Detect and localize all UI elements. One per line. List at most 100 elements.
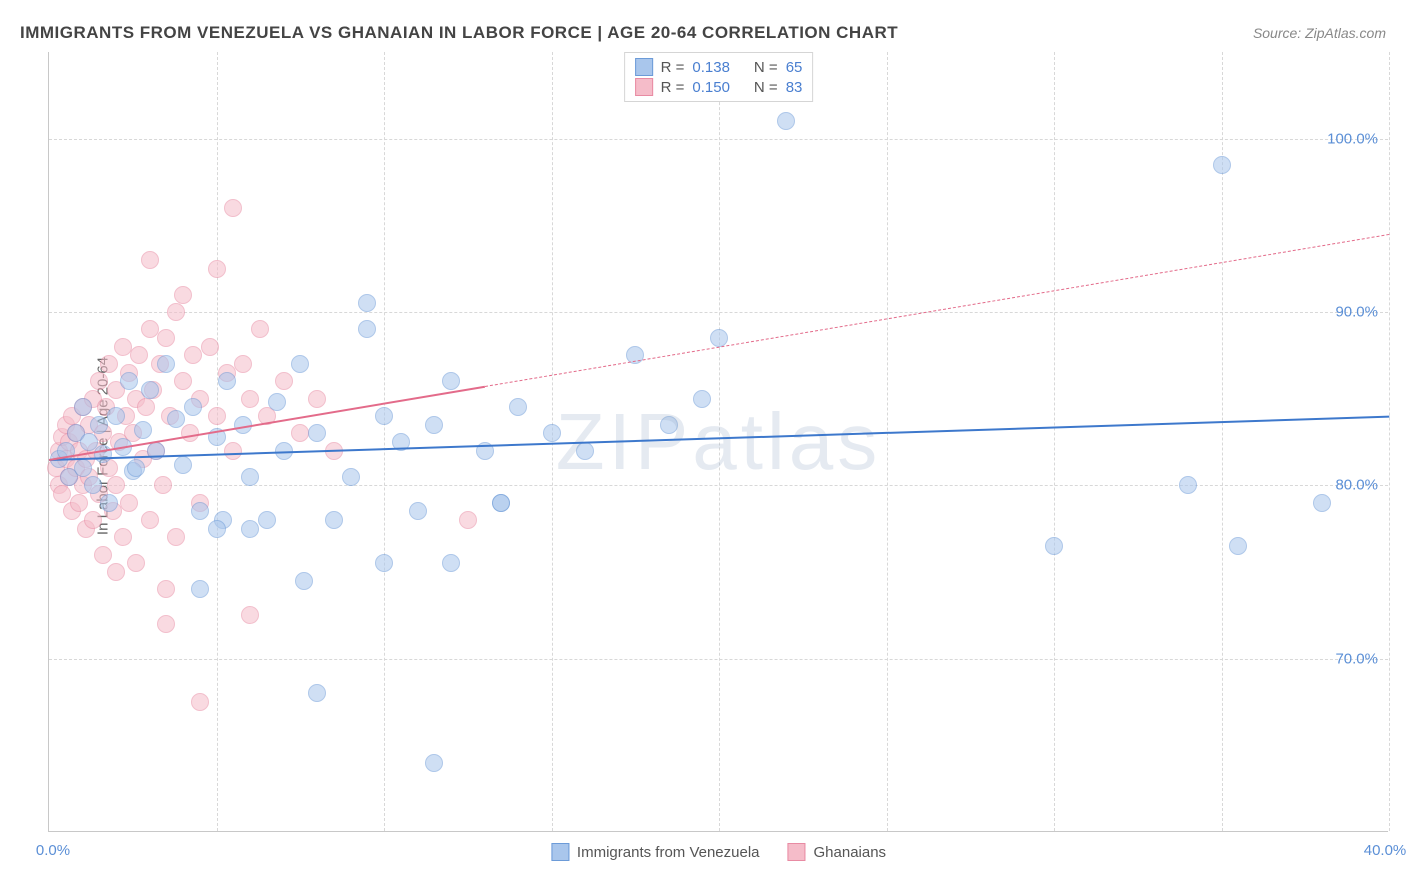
legend-swatch [635, 58, 653, 76]
legend-swatch [551, 843, 569, 861]
scatter-point-venezuela [291, 355, 309, 373]
scatter-point-ghanaian [241, 390, 259, 408]
scatter-point-ghanaian [107, 476, 125, 494]
scatter-point-venezuela [308, 424, 326, 442]
scatter-point-ghanaian [130, 346, 148, 364]
scatter-point-venezuela [268, 393, 286, 411]
scatter-point-venezuela [157, 355, 175, 373]
legend-r-label: R = [661, 79, 685, 96]
legend-swatch [788, 843, 806, 861]
scatter-point-venezuela [258, 511, 276, 529]
scatter-point-venezuela [167, 410, 185, 428]
scatter-point-ghanaian [70, 494, 88, 512]
scatter-point-venezuela [710, 329, 728, 347]
legend-series: Immigrants from Venezuela Ghanaians [551, 843, 886, 861]
scatter-point-ghanaian [241, 606, 259, 624]
scatter-point-ghanaian [157, 615, 175, 633]
scatter-point-ghanaian [251, 320, 269, 338]
scatter-point-ghanaian [84, 511, 102, 529]
gridline-v [1389, 52, 1390, 831]
scatter-point-ghanaian [120, 494, 138, 512]
scatter-point-venezuela [208, 520, 226, 538]
scatter-point-venezuela [425, 416, 443, 434]
ytick-label: 80.0% [1335, 477, 1378, 494]
scatter-point-venezuela [74, 398, 92, 416]
scatter-point-ghanaian [53, 485, 71, 503]
scatter-point-venezuela [325, 511, 343, 529]
xtick-label: 40.0% [1364, 842, 1406, 859]
scatter-point-venezuela [693, 390, 711, 408]
scatter-point-ghanaian [167, 303, 185, 321]
legend-n-label: N = [754, 59, 778, 76]
scatter-point-venezuela [1229, 537, 1247, 555]
scatter-point-ghanaian [308, 390, 326, 408]
scatter-point-venezuela [74, 459, 92, 477]
legend-swatch [635, 78, 653, 96]
scatter-point-venezuela [1045, 537, 1063, 555]
scatter-point-venezuela [375, 407, 393, 425]
scatter-point-venezuela [777, 112, 795, 130]
legend-r-label: R = [661, 59, 685, 76]
legend-r-value: 0.150 [692, 79, 730, 96]
scatter-point-ghanaian [167, 528, 185, 546]
scatter-point-ghanaian [137, 398, 155, 416]
scatter-point-ghanaian [174, 286, 192, 304]
scatter-point-venezuela [1213, 156, 1231, 174]
scatter-point-venezuela [308, 684, 326, 702]
scatter-point-venezuela [1313, 494, 1331, 512]
scatter-point-venezuela [141, 381, 159, 399]
scatter-point-ghanaian [459, 511, 477, 529]
scatter-point-ghanaian [174, 372, 192, 390]
legend-row-venezuela: R =0.138N =65 [635, 57, 803, 77]
scatter-point-ghanaian [224, 199, 242, 217]
scatter-point-venezuela [375, 554, 393, 572]
scatter-point-ghanaian [90, 372, 108, 390]
scatter-point-ghanaian [107, 563, 125, 581]
scatter-point-venezuela [442, 372, 460, 390]
scatter-point-venezuela [492, 494, 510, 512]
legend-n-value: 65 [786, 59, 803, 76]
scatter-point-venezuela [191, 502, 209, 520]
scatter-point-ghanaian [208, 407, 226, 425]
gridline-v [384, 52, 385, 831]
scatter-point-venezuela [442, 554, 460, 572]
legend-series-ghanaian: Ghanaians [788, 843, 887, 861]
scatter-point-venezuela [358, 320, 376, 338]
scatter-point-venezuela [134, 421, 152, 439]
scatter-point-venezuela [120, 372, 138, 390]
legend-row-ghanaian: R =0.150N =83 [635, 77, 803, 97]
scatter-point-venezuela [90, 416, 108, 434]
scatter-point-ghanaian [94, 546, 112, 564]
ytick-label: 90.0% [1335, 304, 1378, 321]
scatter-point-ghanaian [141, 251, 159, 269]
scatter-point-ghanaian [154, 476, 172, 494]
scatter-point-venezuela [184, 398, 202, 416]
chart-header: IMMIGRANTS FROM VENEZUELA VS GHANAIAN IN… [20, 18, 1386, 48]
scatter-point-ghanaian [191, 693, 209, 711]
ytick-label: 100.0% [1327, 130, 1378, 147]
scatter-point-venezuela [218, 372, 236, 390]
legend-series-label: Immigrants from Venezuela [577, 844, 760, 861]
scatter-point-ghanaian [184, 346, 202, 364]
legend-n-label: N = [754, 79, 778, 96]
gridline-v [1054, 52, 1055, 831]
scatter-point-venezuela [576, 442, 594, 460]
scatter-point-venezuela [660, 416, 678, 434]
chart-title: IMMIGRANTS FROM VENEZUELA VS GHANAIAN IN… [20, 23, 898, 43]
scatter-point-venezuela [1179, 476, 1197, 494]
scatter-point-venezuela [241, 468, 259, 486]
scatter-point-venezuela [295, 572, 313, 590]
scatter-point-venezuela [100, 494, 118, 512]
scatter-point-ghanaian [114, 338, 132, 356]
scatter-point-ghanaian [114, 528, 132, 546]
scatter-point-venezuela [127, 459, 145, 477]
scatter-point-venezuela [241, 520, 259, 538]
chart-source: Source: ZipAtlas.com [1253, 25, 1386, 41]
scatter-point-ghanaian [127, 554, 145, 572]
xtick-label: 0.0% [36, 842, 70, 859]
scatter-point-ghanaian [157, 329, 175, 347]
scatter-point-venezuela [425, 754, 443, 772]
scatter-point-venezuela [342, 468, 360, 486]
scatter-point-venezuela [107, 407, 125, 425]
scatter-point-venezuela [409, 502, 427, 520]
